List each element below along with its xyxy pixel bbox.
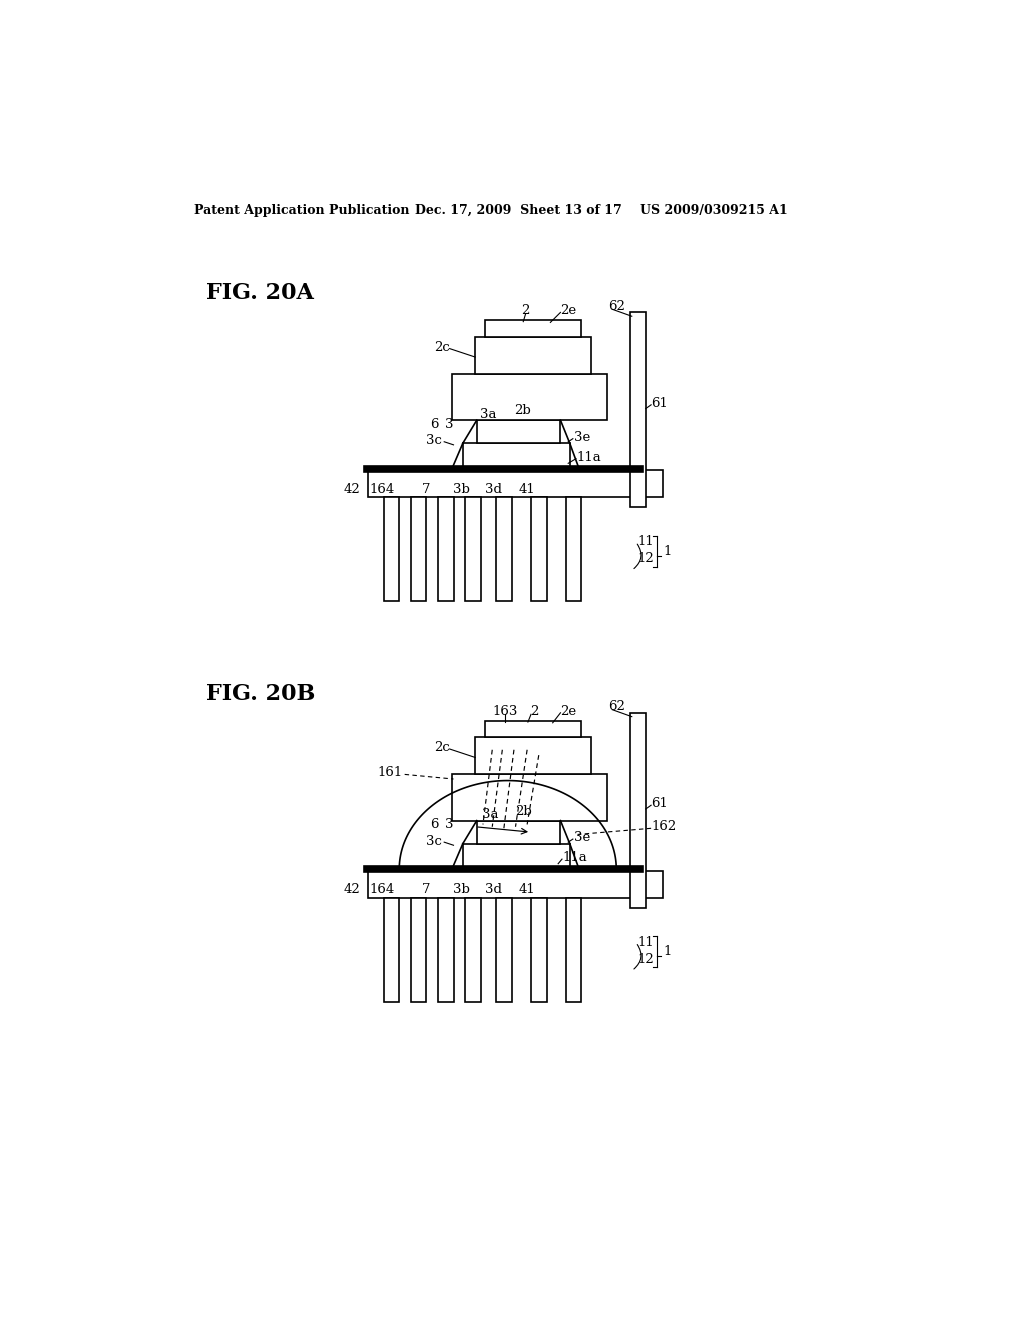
- Bar: [484, 721, 582, 738]
- Bar: [411, 498, 426, 601]
- Text: 2e: 2e: [560, 705, 577, 718]
- Bar: [438, 498, 454, 601]
- Bar: [531, 498, 547, 601]
- Text: 161: 161: [378, 767, 403, 779]
- Bar: [496, 498, 512, 601]
- Text: 6: 6: [430, 818, 438, 832]
- Text: 163: 163: [493, 705, 518, 718]
- Text: 11: 11: [637, 536, 654, 548]
- Text: 3b: 3b: [453, 883, 470, 896]
- Text: 11a: 11a: [575, 450, 601, 463]
- Text: 2c: 2c: [434, 741, 450, 754]
- Text: 3c: 3c: [426, 834, 442, 847]
- Bar: [384, 498, 399, 601]
- Bar: [630, 713, 646, 908]
- Bar: [384, 898, 399, 1002]
- Bar: [369, 470, 663, 498]
- Text: FIG. 20A: FIG. 20A: [206, 282, 313, 304]
- Bar: [438, 898, 454, 1002]
- Bar: [463, 444, 569, 469]
- Bar: [452, 374, 607, 420]
- Text: 2: 2: [529, 705, 539, 718]
- Text: 2b: 2b: [514, 404, 530, 417]
- Bar: [463, 843, 569, 869]
- Text: 3c: 3c: [426, 434, 442, 447]
- Text: Patent Application Publication: Patent Application Publication: [194, 205, 410, 218]
- Text: 12: 12: [637, 953, 654, 966]
- Text: 3e: 3e: [573, 430, 590, 444]
- Text: 7: 7: [422, 483, 431, 496]
- Text: 41: 41: [519, 883, 536, 896]
- Text: 3b: 3b: [453, 483, 470, 496]
- Bar: [566, 898, 582, 1002]
- Text: 162: 162: [651, 820, 677, 833]
- Bar: [452, 775, 607, 821]
- Bar: [465, 898, 480, 1002]
- Text: 1: 1: [664, 545, 672, 557]
- Text: 3a: 3a: [480, 408, 497, 421]
- Text: 3a: 3a: [481, 808, 498, 821]
- Text: 2c: 2c: [434, 341, 450, 354]
- Text: 2b: 2b: [515, 805, 532, 818]
- Bar: [531, 898, 547, 1002]
- Bar: [477, 420, 560, 444]
- Text: 3d: 3d: [485, 883, 503, 896]
- Text: 42: 42: [344, 883, 360, 896]
- Text: US 2009/0309215 A1: US 2009/0309215 A1: [640, 205, 787, 218]
- Text: 1: 1: [664, 945, 672, 958]
- Text: 7: 7: [422, 883, 431, 896]
- Text: 3: 3: [445, 818, 454, 832]
- Text: 61: 61: [651, 797, 668, 810]
- Text: 3d: 3d: [485, 483, 503, 496]
- Bar: [465, 498, 480, 601]
- Text: 164: 164: [370, 483, 395, 496]
- Text: FIG. 20B: FIG. 20B: [206, 682, 314, 705]
- Text: 3: 3: [445, 417, 454, 430]
- Text: 164: 164: [370, 883, 395, 896]
- Bar: [566, 498, 582, 601]
- Bar: [477, 821, 560, 843]
- Text: 62: 62: [608, 300, 625, 313]
- Bar: [484, 321, 582, 337]
- Text: 61: 61: [651, 397, 668, 409]
- Bar: [475, 337, 592, 374]
- Text: 2: 2: [521, 305, 529, 317]
- Text: 3e: 3e: [573, 832, 590, 843]
- Bar: [411, 898, 426, 1002]
- Text: 6: 6: [430, 417, 438, 430]
- Text: 11: 11: [637, 936, 654, 949]
- Text: 41: 41: [519, 483, 536, 496]
- Bar: [475, 738, 592, 775]
- Text: 62: 62: [608, 700, 625, 713]
- Bar: [630, 313, 646, 507]
- Text: 12: 12: [637, 552, 654, 565]
- Bar: [369, 871, 663, 898]
- Text: Dec. 17, 2009  Sheet 13 of 17: Dec. 17, 2009 Sheet 13 of 17: [415, 205, 622, 218]
- Bar: [496, 898, 512, 1002]
- Text: 2e: 2e: [560, 305, 577, 317]
- Text: 42: 42: [344, 483, 360, 496]
- Text: 11a: 11a: [562, 851, 587, 865]
